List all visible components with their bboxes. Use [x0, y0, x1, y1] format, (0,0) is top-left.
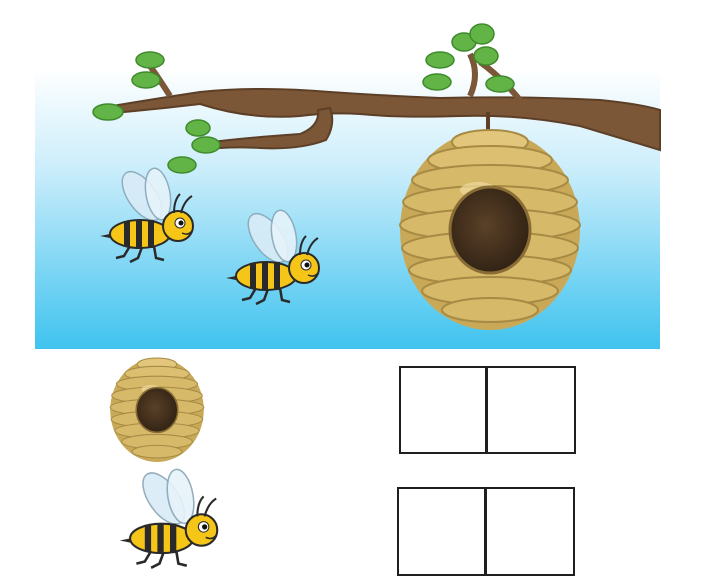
count-box-bee-right[interactable] — [485, 487, 575, 576]
beehive-large — [398, 128, 582, 332]
count-box-bee-left[interactable] — [397, 487, 486, 576]
bee-icon — [118, 464, 219, 570]
count-box-hive-right[interactable] — [486, 366, 576, 454]
beehive-icon — [109, 357, 205, 463]
count-box-hive-left[interactable] — [399, 366, 487, 454]
leaves — [92, 23, 515, 174]
